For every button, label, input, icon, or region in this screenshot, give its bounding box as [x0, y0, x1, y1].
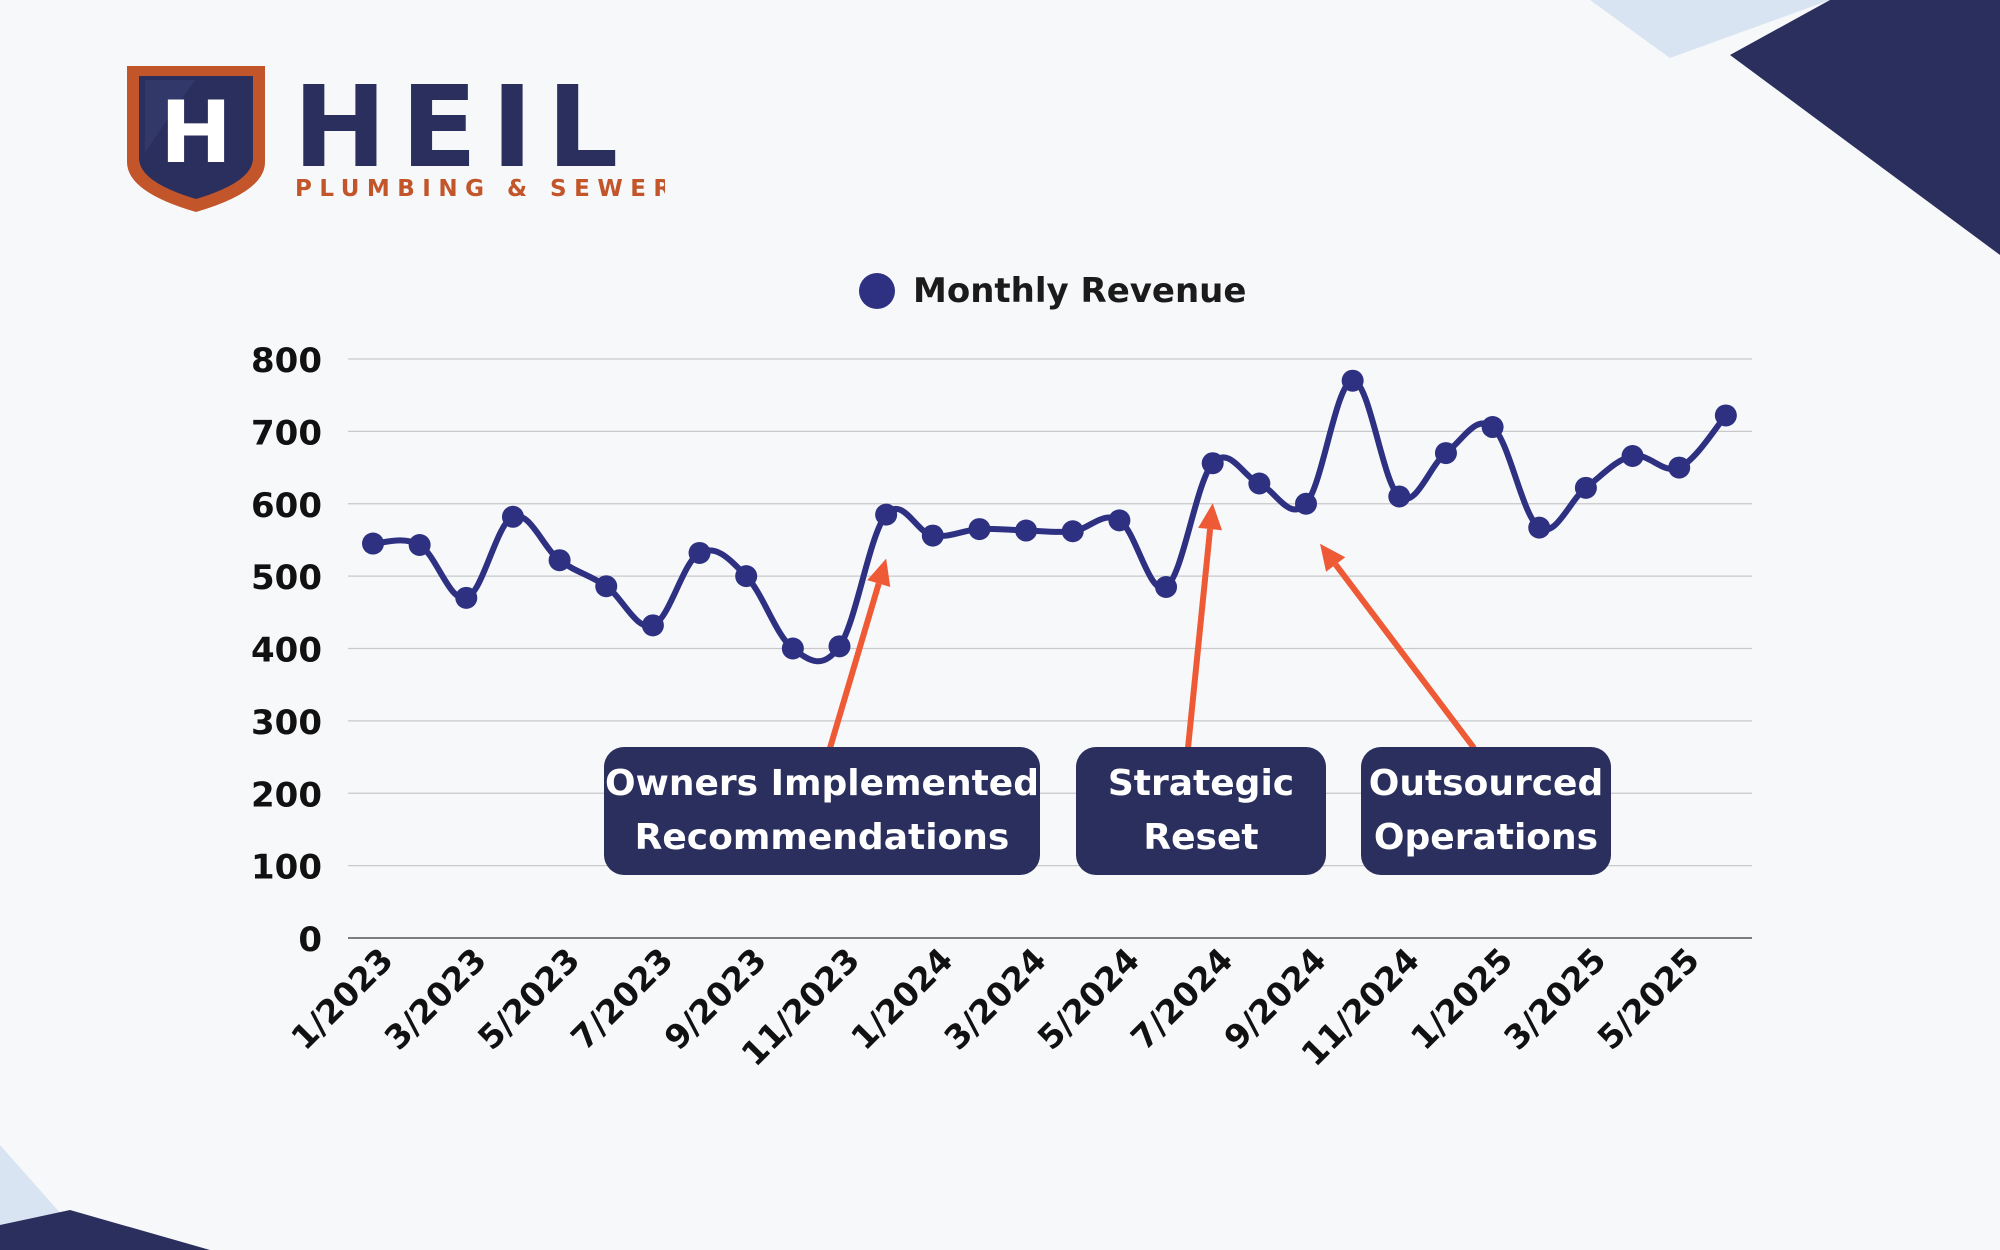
- data-point: [595, 575, 618, 598]
- data-point: [1668, 456, 1691, 479]
- callout-outsourced-operations: Outsourced Operations: [1361, 747, 1611, 875]
- y-tick-label: 200: [251, 775, 322, 815]
- data-point: [455, 586, 478, 609]
- x-axis-ticks: 1/20233/20235/20237/20239/202311/20231/2…: [283, 940, 1706, 1074]
- callout-line: Operations: [1373, 817, 1599, 858]
- data-point: [1015, 519, 1038, 542]
- x-tick-label: 3/2023: [377, 940, 494, 1057]
- annotation-arrow-head: [1320, 543, 1346, 572]
- corner-shape-navy-top: [1730, 0, 2000, 255]
- data-point: [362, 532, 384, 555]
- data-point: [1248, 472, 1271, 495]
- callout-line: Recommendations: [634, 817, 1010, 858]
- data-point: [1201, 452, 1224, 475]
- x-tick-label: 5/2023: [470, 940, 587, 1057]
- y-tick-label: 300: [251, 703, 322, 743]
- legend-label: Monthly Revenue: [913, 271, 1246, 311]
- brand-name: HEIL: [293, 63, 632, 193]
- callout-owners-implemented: Owners Implemented Recommendations: [604, 747, 1040, 875]
- data-point: [735, 565, 758, 588]
- series-line: [370, 377, 1729, 665]
- data-point: [548, 549, 571, 572]
- data-point: [1061, 520, 1084, 543]
- y-tick-label: 0: [298, 920, 322, 960]
- data-point: [641, 614, 664, 637]
- x-tick-label: 3/2024: [936, 940, 1053, 1057]
- callout-line: Outsourced: [1368, 763, 1604, 804]
- callout-line: Strategic: [1107, 763, 1295, 804]
- y-tick-label: 100: [251, 848, 322, 888]
- callout-strategic-reset: Strategic Reset: [1076, 747, 1326, 875]
- data-point: [968, 518, 991, 541]
- shield-icon: H: [127, 66, 265, 212]
- data-point: [1295, 492, 1317, 515]
- x-tick-label: 1/2024: [843, 940, 960, 1057]
- x-tick-label: 5/2024: [1030, 940, 1147, 1057]
- x-tick-label: 1/2025: [1403, 940, 1520, 1057]
- series-monthly-revenue: [362, 369, 1737, 665]
- callout-line: Reset: [1143, 817, 1259, 858]
- annotation-arrow-shaft: [1333, 562, 1477, 750]
- annotation-arrow-shaft: [827, 582, 882, 749]
- data-point: [1388, 485, 1411, 508]
- data-point: [688, 541, 711, 564]
- x-tick-label: 7/2023: [563, 940, 680, 1057]
- data-point: [1155, 575, 1178, 598]
- y-tick-label: 600: [251, 486, 322, 526]
- annotation-arrow-head: [867, 558, 891, 587]
- data-point: [1714, 404, 1737, 427]
- corner-shape-light: [1590, 0, 1830, 58]
- data-point: [1341, 369, 1364, 392]
- x-tick-label: 5/2025: [1590, 940, 1707, 1057]
- data-point: [1108, 509, 1131, 532]
- brand-tagline: PLUMBING & SEWER: [295, 176, 665, 202]
- annotation-arrows: [827, 503, 1477, 750]
- y-tick-label: 500: [251, 558, 322, 598]
- y-axis-ticks: 0 100 200 300 400 500 600 700 800: [251, 341, 322, 960]
- x-tick-label: 7/2024: [1123, 940, 1240, 1057]
- legend-marker: [859, 273, 895, 309]
- chart-legend: Monthly Revenue: [859, 271, 1246, 311]
- heil-logo: H HEIL PLUMBING & SEWER: [127, 63, 665, 212]
- data-point: [1481, 416, 1504, 439]
- data-point: [1528, 516, 1551, 539]
- data-point: [1621, 444, 1644, 467]
- data-point: [408, 534, 431, 557]
- data-point: [1434, 442, 1457, 465]
- y-tick-label: 800: [251, 341, 322, 381]
- x-tick-label: 3/2025: [1496, 940, 1613, 1057]
- data-point: [781, 637, 804, 660]
- data-point: [875, 503, 898, 526]
- data-point: [921, 524, 944, 547]
- annotation-arrow-shaft: [1185, 528, 1214, 749]
- corner-shape-navy-bottom: [0, 1210, 210, 1250]
- shield-letter: H: [160, 83, 232, 183]
- data-point: [828, 635, 851, 658]
- y-tick-label: 700: [251, 413, 322, 453]
- data-point: [1574, 476, 1597, 499]
- y-tick-label: 400: [251, 631, 322, 671]
- callout-line: Owners Implemented: [604, 763, 1039, 804]
- annotation-arrow-head: [1198, 503, 1223, 531]
- data-point: [501, 505, 524, 528]
